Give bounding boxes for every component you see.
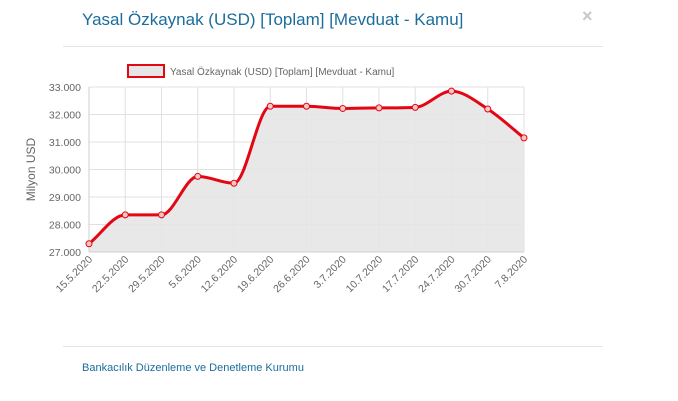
x-tick-label: 30.7.2020 (452, 254, 494, 296)
y-axis-title: Milyon USD (24, 138, 38, 202)
legend-swatch[interactable] (127, 64, 165, 78)
y-tick-label: 30.000 (49, 165, 81, 177)
close-button[interactable]: × (582, 6, 593, 26)
data-point[interactable] (85, 240, 93, 248)
x-tick-label: 10.7.2020 (344, 254, 386, 296)
x-tick-label: 7.8.2020 (493, 254, 530, 291)
data-point[interactable] (484, 105, 492, 113)
modal-footer: Bankacılık Düzenleme ve Denetleme Kurumu (63, 346, 603, 401)
data-point[interactable] (230, 179, 238, 187)
x-tick-label: 26.6.2020 (271, 254, 313, 296)
x-tick-label: 15.5.2020 (54, 254, 96, 296)
y-tick-label: 31.000 (49, 137, 81, 149)
x-tick-label: 19.6.2020 (235, 254, 277, 296)
series-area-fill (89, 91, 524, 252)
y-tick-label: 32.000 (49, 110, 81, 122)
x-tick-label: 5.6.2020 (166, 254, 203, 291)
data-point[interactable] (121, 211, 129, 219)
data-point[interactable] (194, 172, 202, 180)
chart-area: Yasal Özkaynak (USD) [Toplam] [Mevduat -… (0, 48, 615, 344)
x-tick-label: 12.6.2020 (199, 254, 241, 296)
x-tick-label: 29.5.2020 (126, 254, 168, 296)
data-point[interactable] (158, 211, 165, 219)
x-tick-label: 17.7.2020 (380, 254, 422, 296)
data-point[interactable] (339, 104, 347, 112)
y-tick-label: 27.000 (49, 247, 81, 259)
data-point[interactable] (303, 102, 310, 110)
x-tick-label: 24.7.2020 (416, 254, 458, 296)
data-point[interactable] (266, 102, 274, 110)
area-chart: Yasal Özkaynak (USD) [Toplam] [Mevduat -… (24, 64, 530, 296)
data-point[interactable] (375, 104, 383, 112)
modal-title: Yasal Özkaynak (USD) [Toplam] [Mevduat -… (82, 10, 464, 29)
y-tick-label: 28.000 (49, 220, 81, 232)
source-link[interactable]: Bankacılık Düzenleme ve Denetleme Kurumu (82, 362, 304, 374)
legend-label[interactable]: Yasal Özkaynak (USD) [Toplam] [Mevduat -… (170, 66, 395, 78)
data-point[interactable] (448, 87, 455, 95)
data-point[interactable] (520, 134, 528, 142)
x-tick-label: 22.5.2020 (90, 254, 132, 296)
y-tick-label: 29.000 (49, 192, 81, 204)
x-tick-label: 3.7.2020 (311, 254, 348, 291)
data-point[interactable] (411, 103, 419, 111)
y-tick-label: 33.000 (49, 82, 81, 94)
modal-header: Yasal Özkaynak (USD) [Toplam] [Mevduat -… (63, 0, 603, 47)
